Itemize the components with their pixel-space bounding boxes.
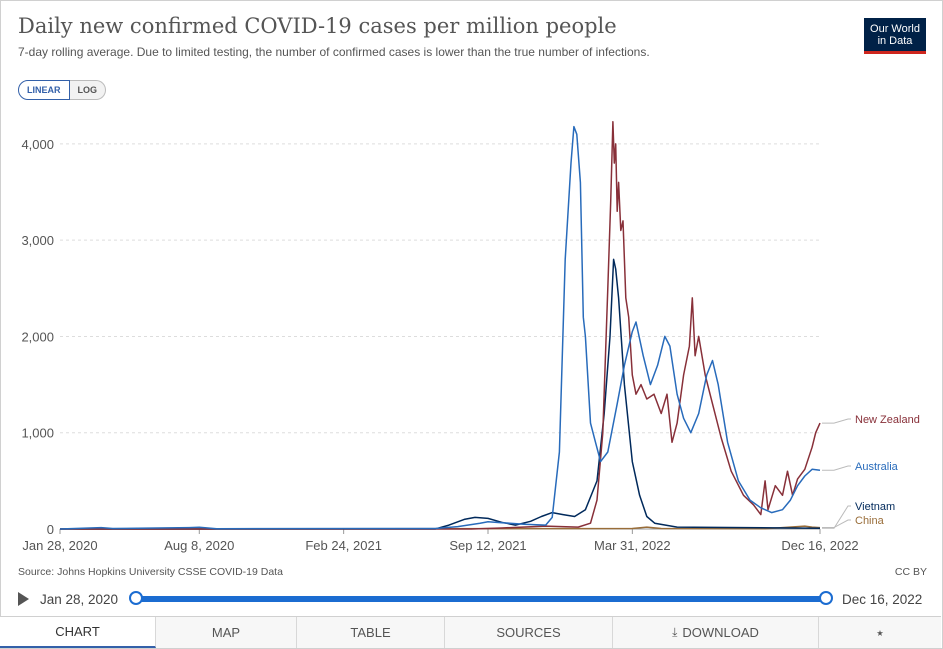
download-icon: ⤓ [672,625,678,639]
timeline-end-label: Dec 16, 2022 [842,592,923,607]
x-tick-label: Sep 12, 2021 [449,538,526,553]
tab-download[interactable]: ⤓ DOWNLOAD [613,617,819,648]
x-axis: Jan 28, 2020 Aug 8, 2020 Feb 24, 2021 Sep 1… [22,529,859,553]
tab-sources[interactable]: SOURCES [445,617,613,648]
series-label[interactable]: Vietnam [855,501,895,513]
linear-scale-button[interactable]: LINEAR [18,80,70,100]
x-tick-label: Jan 28, 2020 [22,538,97,553]
line-chart: 0 1,000 2,000 3,000 4,000 Jan 28, 2020 Aug 8,… [21,120,920,553]
x-tick-label: Mar 31, 2022 [594,538,671,553]
share-button[interactable]: ⭑ [819,617,941,648]
tab-table-label: TABLE [350,625,391,640]
tab-sources-label: SOURCES [496,625,561,640]
x-tick-label: Feb 24, 2021 [305,538,382,553]
timeline: Jan 28, 2020 Dec 16, 2022 [16,588,931,612]
gridlines [60,143,820,530]
timeline-start-handle[interactable] [129,591,143,605]
series-label[interactable]: China [855,515,885,527]
chart-title: Daily new confirmed COVID-19 cases per m… [18,14,617,38]
label-connector [822,519,851,529]
tab-chart[interactable]: CHART [0,617,156,648]
series-lines [59,120,821,530]
log-scale-button[interactable]: LOG [69,80,106,100]
timeline-end-handle[interactable] [819,591,833,605]
x-tick-label: Aug 8, 2020 [164,538,234,553]
series-line-vietnam[interactable] [60,258,821,530]
timeline-track[interactable] [136,596,826,602]
series-labels: Vietnam Australia New Zealand China [822,414,920,529]
label-connector [822,418,851,424]
scale-toggle: LINEAR LOG [18,80,106,100]
series-label[interactable]: Australia [855,461,899,473]
tab-map[interactable]: MAP [156,617,297,648]
y-tick-label: 4,000 [21,137,54,152]
license-link[interactable]: CC BY [894,566,927,578]
y-tick-label: 2,000 [21,329,54,344]
y-tick-label: 0 [47,522,54,537]
chart-subtitle: 7-day rolling average. Due to limited te… [18,45,650,59]
y-tick-label: 3,000 [21,233,54,248]
share-icon: ⭑ [876,624,884,640]
tab-chart-label: CHART [55,624,100,639]
y-axis: 0 1,000 2,000 3,000 4,000 [21,137,54,537]
tab-map-label: MAP [211,625,241,640]
tab-table[interactable]: TABLE [297,617,445,648]
owid-logo[interactable]: Our World in Data [864,18,926,54]
series-line-new-zealand[interactable] [60,120,821,530]
series-label[interactable]: New Zealand [855,414,920,426]
series-line-australia[interactable] [59,125,821,530]
logo-line-1: Our World [870,23,920,35]
label-connector [822,465,851,471]
x-tick-label: Dec 16, 2022 [781,538,858,553]
y-tick-label: 1,000 [21,426,54,441]
timeline-start-label: Jan 28, 2020 [40,592,119,607]
tab-bar: CHART MAP TABLE SOURCES ⤓ DOWNLOAD ⭑ [0,616,941,648]
tab-download-label: DOWNLOAD [682,625,759,640]
play-icon[interactable] [18,592,29,606]
label-connector [822,505,851,529]
logo-line-2: in Data [877,35,913,47]
source-note[interactable]: Source: Johns Hopkins University CSSE CO… [18,566,283,578]
